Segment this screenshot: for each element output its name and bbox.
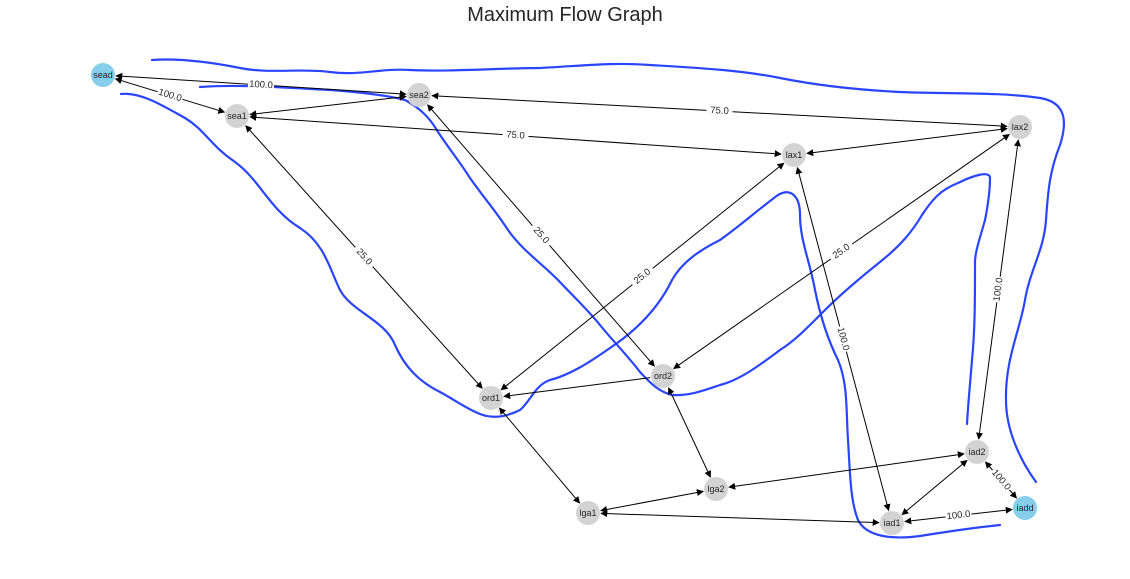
edge-labels: 100.0100.075.075.025.025.025.025.0100.01… — [155, 78, 1015, 523]
edge-label-group: 100.0 — [990, 275, 1007, 304]
edge-label-group: 100.0 — [944, 508, 973, 523]
edge-lax1-lax2 — [806, 125, 1008, 157]
diagram-title: Maximum Flow Graph — [467, 4, 663, 26]
edge-lga1-iad1 — [600, 510, 880, 526]
edge-label-group: 25.0 — [827, 239, 856, 264]
node-label-ord1: ord1 — [482, 393, 500, 403]
nodes: sead sea1 sea2 lax1 lax2 ord1 ord2 lga1 lga2 iad1… — [91, 63, 1037, 535]
node-lga1: lga1 — [576, 501, 600, 525]
edge-label-background — [944, 508, 973, 523]
node-lga2: lga2 — [704, 477, 728, 501]
edge-label-background — [827, 239, 856, 264]
node-circle-lax1 — [782, 143, 806, 167]
edge-label-iad1-iadd: 100.0 — [946, 509, 971, 523]
edge-ord2-ord1 — [503, 377, 651, 400]
edge-label-group: 100.0 — [155, 85, 185, 106]
edges — [114, 72, 1021, 526]
node-iadd: iadd — [1013, 496, 1037, 520]
edge-lga1-lga2 — [600, 489, 704, 513]
node-iad2: iad2 — [965, 440, 989, 464]
node-circle-iad1 — [880, 511, 904, 535]
node-circle-iad2 — [965, 440, 989, 464]
edge-label-lax2-iad2: 100.0 — [991, 277, 1005, 302]
edge-ord1-lga1 — [498, 407, 581, 504]
node-ord2: ord2 — [651, 364, 675, 388]
edge-label-background — [990, 275, 1007, 304]
edge-label-background — [350, 243, 378, 271]
node-label-sea2: sea2 — [409, 90, 429, 100]
cut-line-left — [119, 92, 1002, 539]
node-circle-lax2 — [1008, 115, 1032, 139]
node-lax1: lax1 — [782, 143, 806, 167]
edge-sea1-sea2 — [249, 93, 407, 118]
edge-lga2-iad2 — [728, 451, 965, 490]
node-circle-sea1 — [225, 104, 249, 128]
edge-label-background — [502, 128, 529, 143]
node-label-lga2: lga2 — [707, 484, 724, 494]
edge-label-group: 25.0 — [628, 263, 657, 290]
edge-label-background — [833, 324, 853, 354]
node-lax2: lax2 — [1008, 115, 1032, 139]
edge-label-group: 25.0 — [527, 221, 555, 250]
node-circle-sea2 — [407, 83, 431, 107]
node-circle-sead — [91, 63, 115, 87]
cut-line-top — [150, 58, 1066, 484]
node-label-lga1: lga1 — [579, 508, 596, 518]
edge-label-background — [527, 221, 555, 250]
edge-label-sea1-lax1: 75.0 — [506, 129, 525, 141]
node-circle-iadd — [1013, 496, 1037, 520]
node-circle-lga1 — [576, 501, 600, 525]
node-ord1: ord1 — [479, 386, 503, 410]
node-label-ord2: ord2 — [654, 371, 672, 381]
node-circle-ord1 — [479, 386, 503, 410]
node-label-sea1: sea1 — [227, 111, 247, 121]
node-label-lax2: lax2 — [1012, 122, 1029, 132]
edge-label-background — [247, 78, 275, 92]
edge-label-group: 75.0 — [706, 104, 733, 118]
edge-label-background — [155, 85, 185, 106]
edge-label-background — [706, 104, 733, 118]
node-iad1: iad1 — [880, 511, 904, 535]
edge-label-background — [628, 263, 657, 290]
node-label-lax1: lax1 — [786, 150, 803, 160]
edge-label-sea2-lax2: 75.0 — [710, 105, 729, 117]
edge-iad1-iad2 — [901, 459, 968, 516]
edge-label-group: 100.0 — [833, 324, 853, 354]
node-circle-ord2 — [651, 364, 675, 388]
node-label-iad2: iad2 — [968, 447, 985, 457]
edge-label-group: 100.0 — [987, 466, 1015, 494]
node-label-iadd: iadd — [1016, 503, 1033, 513]
node-sea1: sea1 — [225, 104, 249, 128]
edge-label-group: 100.0 — [247, 78, 275, 92]
edge-label-group: 75.0 — [502, 128, 529, 143]
cut-line-middle — [198, 84, 992, 426]
edge-label-background — [987, 466, 1015, 494]
node-label-iad1: iad1 — [883, 518, 900, 528]
edge-ord2-lga2 — [668, 387, 711, 478]
edge-label-sead-sea2: 100.0 — [249, 79, 273, 91]
node-sead: sead — [91, 63, 115, 87]
node-label-sead: sead — [93, 70, 113, 80]
cut-lines — [119, 58, 1066, 539]
node-circle-lga2 — [704, 477, 728, 501]
node-sea2: sea2 — [407, 83, 431, 107]
